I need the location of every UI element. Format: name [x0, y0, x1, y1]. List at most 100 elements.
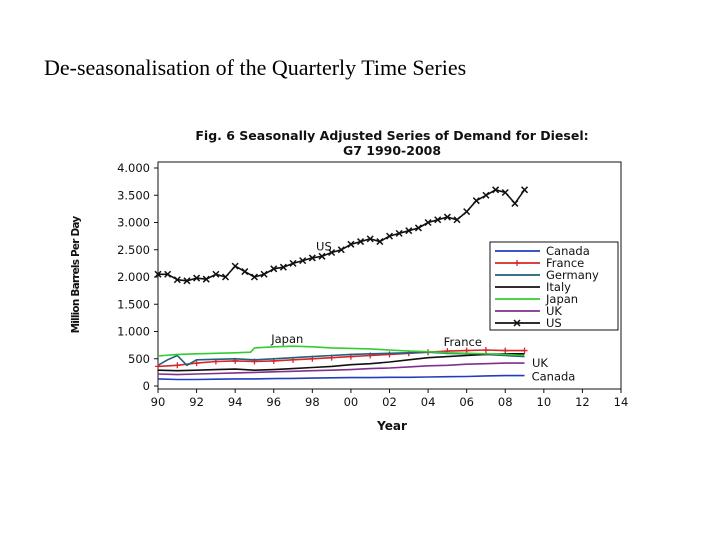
y-tick-label: 500	[128, 352, 150, 366]
series-line-italy	[157, 352, 525, 372]
data-point-us	[183, 277, 191, 285]
legend-label: Canada	[546, 244, 590, 258]
series-line-uk	[157, 362, 525, 376]
legend-label: France	[546, 256, 584, 270]
data-point-us	[453, 216, 461, 224]
legend-box	[489, 241, 619, 331]
y-tick-label: 4.000	[117, 161, 150, 175]
data-point-us	[221, 273, 230, 281]
data-point-us	[250, 273, 258, 281]
data-point-us	[318, 252, 326, 260]
x-tick-label: 92	[189, 395, 204, 409]
x-tick-label: 94	[228, 395, 243, 409]
data-point-france	[193, 360, 200, 367]
data-point-us	[289, 259, 297, 267]
annotation-canada: Canada	[532, 370, 576, 384]
data-point-us	[511, 199, 519, 207]
x-tick-label: 04	[421, 395, 436, 409]
legend-item-us: US	[495, 316, 562, 330]
x-tick-label: 06	[459, 395, 474, 409]
slide-title: De-seasonalisation of the Quarterly Time…	[44, 55, 467, 80]
data-point-france	[521, 347, 528, 354]
series-line-us	[158, 189, 526, 282]
data-point-us	[164, 270, 172, 278]
annotation-france: France	[444, 335, 482, 349]
data-point-france	[502, 347, 509, 354]
x-tick-label: 10	[537, 395, 552, 409]
data-point-us	[212, 270, 220, 278]
legend-item-france: France	[495, 256, 584, 270]
x-tick-label: 02	[382, 395, 397, 409]
data-point-us	[521, 186, 529, 194]
data-point-us	[154, 270, 162, 278]
data-point-us	[492, 186, 500, 194]
data-point-us	[472, 197, 480, 205]
data-point-us	[260, 270, 268, 278]
data-point-france	[174, 362, 181, 369]
legend-item-canada: Canada	[495, 244, 590, 258]
data-point-us	[385, 232, 394, 240]
data-point-us	[463, 208, 471, 216]
data-point-us	[414, 224, 422, 232]
annotation-japan: Japan	[270, 332, 303, 346]
data-point-us	[376, 238, 384, 246]
data-point-us	[395, 229, 403, 237]
legend-label: UK	[546, 304, 562, 318]
chart-title-line1: Fig. 6 Seasonally Adjusted Series of Dem…	[195, 128, 588, 143]
data-point-us	[443, 213, 451, 221]
y-tick-label: 1.500	[117, 297, 150, 311]
y-tick-label: 3.500	[117, 188, 150, 202]
y-tick-label: 1.000	[117, 325, 150, 339]
legend-item-italy: Italy	[495, 280, 571, 294]
data-point-us	[202, 275, 210, 283]
x-tick-label: 00	[344, 395, 359, 409]
y-tick-label: 3.000	[117, 216, 150, 230]
legend-label: US	[546, 316, 562, 330]
y-axis-label: Million Barrels Per Day	[70, 216, 82, 334]
x-tick-label: 08	[498, 395, 513, 409]
data-point-us	[357, 238, 365, 246]
x-tick-label: 90	[151, 395, 166, 409]
legend-label: Italy	[546, 280, 571, 294]
series-line-canada	[157, 374, 525, 381]
series-line-japan	[157, 345, 525, 357]
data-point-us	[434, 216, 442, 224]
legend-label: Japan	[545, 292, 578, 306]
x-tick-label: 14	[614, 395, 629, 409]
annotation-us: US	[316, 239, 332, 253]
data-point-us	[337, 246, 345, 254]
y-tick-label: 2.000	[117, 270, 150, 284]
data-point-us	[501, 188, 509, 197]
data-point-us	[347, 240, 355, 248]
data-point-us	[270, 265, 278, 273]
chart-title-line2: G7 1990-2008	[343, 143, 441, 158]
data-point-us	[366, 235, 374, 243]
x-axis-label: Year	[376, 419, 407, 433]
data-point-us	[482, 191, 490, 199]
legend-item-japan: Japan	[495, 292, 578, 306]
data-point-us	[299, 257, 307, 265]
legend-item-uk: UK	[495, 304, 562, 318]
legend-label: Germany	[546, 268, 599, 282]
annotation-uk: UK	[532, 356, 548, 370]
y-tick-label: 2.500	[117, 243, 150, 257]
data-point-us	[279, 263, 287, 271]
x-tick-label: 98	[305, 395, 320, 409]
data-point-us	[308, 254, 316, 262]
data-point-us	[241, 268, 249, 276]
legend-item-germany: Germany	[495, 268, 599, 282]
data-point-us	[193, 274, 201, 282]
data-point-us	[424, 218, 432, 227]
data-point-france	[482, 347, 489, 354]
data-point-us	[405, 227, 413, 235]
data-point-us	[231, 262, 239, 270]
data-point-us	[328, 248, 336, 257]
data-point-us	[173, 276, 181, 284]
x-tick-label: 12	[575, 395, 590, 409]
y-tick-label: 0	[143, 379, 150, 393]
series-line-france	[157, 349, 525, 368]
data-point-france	[386, 351, 393, 358]
x-tick-label: 96	[266, 395, 281, 409]
